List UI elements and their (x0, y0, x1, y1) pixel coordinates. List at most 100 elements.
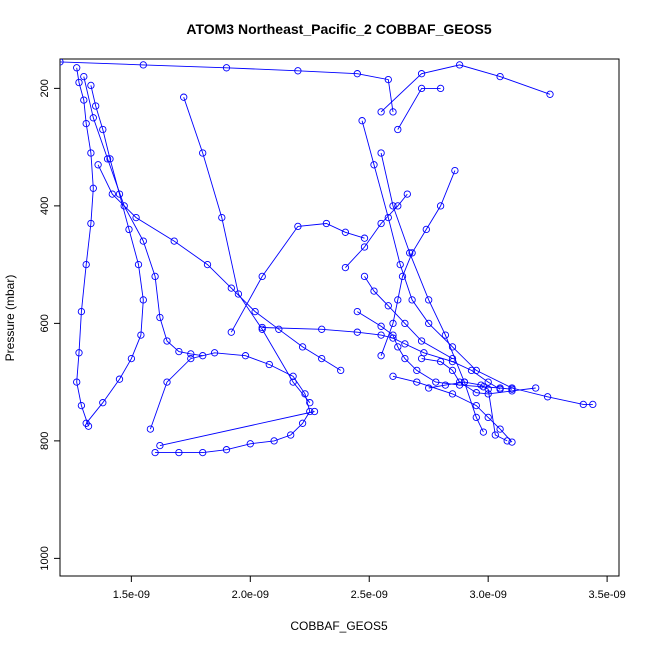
data-point (408, 249, 416, 257)
series-7 (180, 93, 314, 407)
data-point (298, 419, 307, 427)
data-point (73, 64, 81, 72)
data-point (139, 296, 147, 304)
data-point (472, 366, 480, 375)
x-tick-label: 1.5e-09 (113, 589, 150, 601)
chart-title: ATOM3 Northeast_Pacific_2 COBBAF_GEOS5 (186, 21, 491, 37)
data-point (389, 319, 397, 328)
data-point (258, 272, 266, 281)
y-tick-label: 600 (39, 314, 51, 332)
data-point (139, 237, 147, 245)
y-tick-label: 800 (39, 432, 51, 450)
series-line (380, 64, 551, 113)
series-line (149, 352, 311, 454)
y-axis: 200 400 600 800 1000 (39, 79, 60, 571)
data-point (401, 319, 409, 328)
series-12 (358, 117, 597, 409)
data-point (156, 441, 164, 450)
data-point (467, 366, 476, 375)
data-point (406, 249, 414, 257)
data-point (394, 202, 402, 210)
data-point (87, 81, 95, 90)
series-3 (80, 72, 207, 360)
data-point (222, 446, 231, 454)
data-point (491, 431, 499, 439)
series-line (380, 152, 484, 433)
series-11 (353, 307, 516, 393)
data-point (322, 219, 331, 228)
series-line (345, 193, 408, 268)
data-point (353, 307, 361, 316)
data-point (543, 393, 552, 401)
data-point (82, 260, 90, 269)
series-line (183, 97, 311, 403)
x-axis: 1.5e-09 2.0e-09 2.5e-09 3.0e-09 3.5e-09 (113, 576, 626, 601)
series-line (97, 164, 341, 371)
data-point (163, 378, 171, 386)
data-point (99, 399, 107, 407)
data-point (180, 93, 188, 101)
data-point (199, 352, 207, 360)
data-point (377, 108, 385, 116)
data-point (422, 225, 430, 234)
y-tick-label: 1000 (39, 546, 51, 570)
data-point (360, 272, 369, 281)
data-point (377, 331, 385, 339)
data-point (270, 437, 278, 445)
data-point (472, 413, 480, 422)
data-point (134, 260, 143, 269)
series-9 (60, 59, 397, 116)
data-point (337, 366, 345, 375)
data-point (258, 323, 266, 332)
data-point (341, 228, 350, 236)
data-point (455, 61, 464, 69)
data-point (401, 354, 409, 363)
series-16 (425, 378, 511, 445)
series-line (357, 311, 513, 390)
series-line (230, 223, 365, 333)
data-point (106, 155, 114, 163)
data-point (377, 322, 385, 330)
series-15 (377, 166, 459, 360)
data-point (310, 407, 319, 416)
x-tick-label: 2.0e-09 (232, 589, 269, 601)
data-point (139, 61, 147, 69)
data-point (199, 149, 207, 157)
series-line (262, 327, 501, 390)
data-point (432, 378, 440, 386)
data-point (108, 190, 116, 198)
data-point (479, 428, 488, 436)
data-point (508, 438, 516, 446)
data-point (360, 234, 369, 242)
data-point (77, 401, 86, 410)
data-point (417, 337, 426, 345)
data-point (246, 440, 254, 448)
data-point (222, 64, 231, 72)
data-point (241, 352, 250, 360)
data-point (377, 219, 385, 228)
data-point (436, 202, 445, 210)
data-point (353, 70, 361, 78)
data-point (151, 272, 159, 281)
data-point (75, 78, 83, 87)
data-point (115, 375, 124, 383)
data-point (448, 390, 457, 398)
data-point (417, 354, 426, 363)
y-tick-label: 400 (39, 197, 51, 215)
data-point (425, 319, 433, 328)
series-line (60, 61, 394, 112)
series-line (392, 375, 513, 443)
data-point (448, 366, 457, 375)
data-point (227, 328, 235, 336)
data-point (384, 302, 392, 310)
data-point (73, 378, 81, 386)
series-20 (417, 354, 540, 398)
series-5 (156, 407, 319, 450)
data-point (589, 400, 597, 409)
data-point (294, 67, 302, 75)
data-point (163, 337, 171, 345)
data-point (448, 354, 457, 363)
data-point (417, 70, 426, 78)
data-point (187, 354, 195, 363)
data-point (318, 325, 326, 333)
